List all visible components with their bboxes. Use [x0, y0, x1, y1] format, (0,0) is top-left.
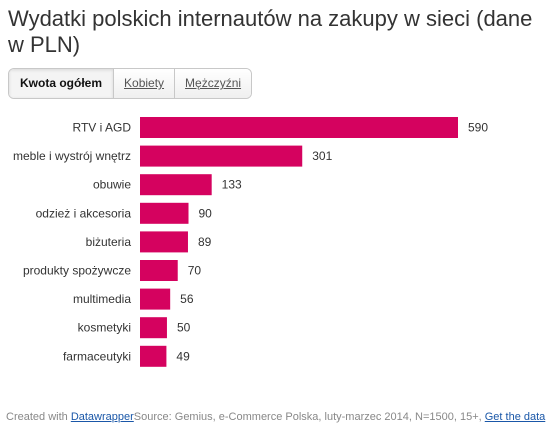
- datawrapper-link[interactable]: Datawrapper: [70, 411, 134, 423]
- value-label: 590: [468, 121, 488, 135]
- bar: [140, 288, 171, 310]
- category-label: produkty spożywcze: [23, 264, 131, 278]
- value-label: 90: [199, 206, 213, 220]
- bar: [140, 231, 188, 253]
- bar: [140, 317, 167, 339]
- chart-title: Wydatki polskich internautów na zakupy w…: [8, 6, 533, 57]
- category-label: multimedia: [73, 292, 131, 306]
- bar: [140, 145, 303, 167]
- created-with-text: Created with: [6, 411, 71, 423]
- category-label: meble i wystrój wnętrz: [13, 149, 131, 163]
- category-label: obuwie: [93, 178, 131, 192]
- bar: [140, 345, 167, 367]
- tab-bar: Kwota ogółem Kobiety Mężczyźni: [8, 68, 253, 99]
- bar: [140, 174, 212, 196]
- bar: [140, 260, 178, 281]
- category-label: biżuteria: [86, 235, 132, 249]
- bar-chart: RTV i AGD 590 meble i wystrój wnętrz 301 obu…: [13, 117, 488, 367]
- value-label: 89: [198, 235, 212, 249]
- value-label: 70: [188, 264, 202, 278]
- value-label: 133: [222, 178, 242, 192]
- get-data-link[interactable]: Get the data: [484, 411, 546, 423]
- category-label: kosmetyki: [78, 321, 131, 335]
- tab-kwota-ogolem[interactable]: Kwota ogółem: [9, 69, 114, 98]
- value-label: 50: [177, 321, 191, 335]
- value-label: 56: [180, 292, 194, 306]
- tab-kobiety[interactable]: Kobiety: [113, 69, 175, 98]
- bar: [140, 202, 189, 224]
- value-label: 49: [176, 349, 190, 363]
- footer: Created with DatawrapperSource: Gemius, …: [6, 411, 545, 423]
- category-label: RTV i AGD: [73, 121, 132, 135]
- category-label: odzież i akcesoria: [36, 206, 132, 220]
- source-text: Source: Gemius, e-Commerce Polska, luty-…: [133, 411, 485, 423]
- value-label: 301: [312, 149, 332, 163]
- bar: [140, 117, 458, 138]
- category-label: farmaceutyki: [63, 349, 131, 363]
- tab-mezczyzni[interactable]: Mężczyźni: [174, 69, 252, 98]
